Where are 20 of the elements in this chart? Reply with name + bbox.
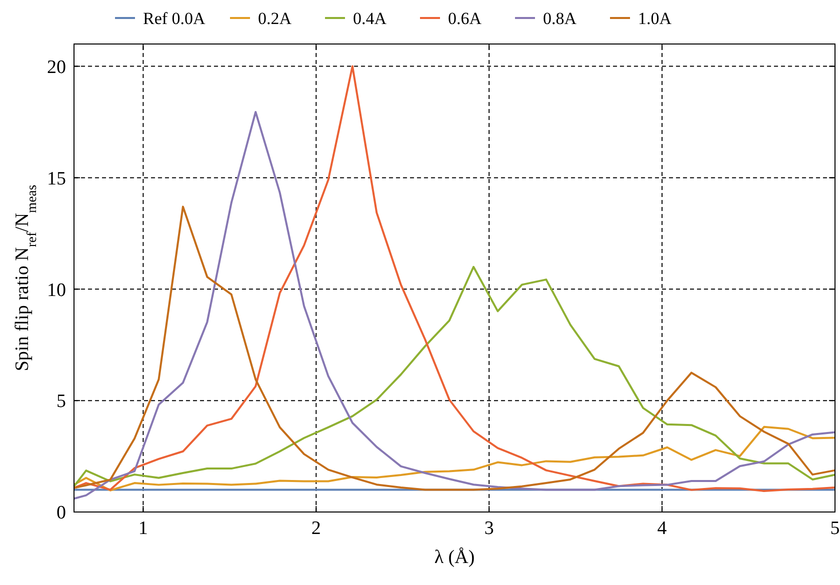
legend-label: 0.4A — [353, 8, 388, 28]
line-series — [73, 266, 836, 488]
y-tick-label: 0 — [56, 502, 66, 524]
line-series — [73, 426, 836, 492]
y-tick-label: 20 — [47, 56, 66, 78]
line-series — [73, 206, 836, 491]
y-tick-label: 10 — [47, 280, 66, 301]
legend-label: 1.0A — [638, 8, 672, 28]
legend-label: 0.2A — [258, 8, 292, 28]
legend-label: 0.6A — [448, 8, 482, 28]
x-tick-label: 4 — [657, 518, 668, 539]
x-tick-label: 3 — [484, 518, 494, 539]
y-tick-label: 5 — [56, 391, 66, 412]
y-tick-label: 15 — [47, 168, 66, 190]
legend-label: Ref 0.0A — [143, 8, 206, 28]
legend-label: 0.8A — [543, 8, 578, 28]
x-tick-label: 5 — [830, 518, 840, 539]
x-tick-label: 1 — [138, 518, 148, 539]
x-axis-title: λ (Å) — [434, 547, 475, 568]
x-tick-label: 2 — [311, 518, 321, 539]
